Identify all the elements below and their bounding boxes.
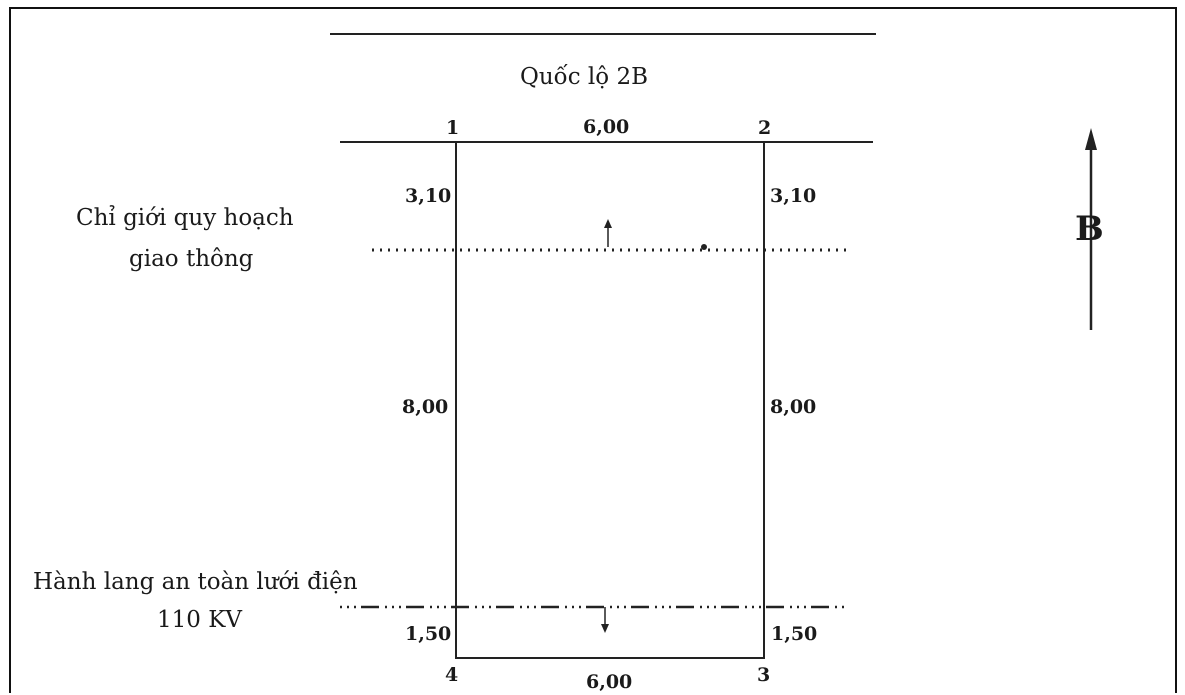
- boundary-marker-dot: [701, 244, 707, 250]
- power-corridor-label-line1: Hành lang an toàn lưới điện: [33, 569, 358, 595]
- bottom-width-dimension: 6,00: [586, 671, 632, 693]
- diagram-frame: [9, 7, 1177, 693]
- left-upper-dimension: 3,10: [405, 185, 451, 207]
- traffic-boundary-label-line2: giao thông: [129, 246, 254, 272]
- north-label: B: [1075, 209, 1104, 249]
- point-1-label: 1: [446, 117, 459, 139]
- left-middle-dimension: 8,00: [402, 396, 448, 418]
- right-middle-dimension: 8,00: [770, 396, 816, 418]
- left-lower-dimension: 1,50: [405, 623, 451, 645]
- parcel-boundary: [455, 141, 765, 659]
- north-arrow-head: [1085, 128, 1097, 150]
- power-corridor-label-line2: 110 KV: [157, 607, 242, 633]
- point-2-label: 2: [758, 117, 771, 139]
- power-corridor-arrow-head: [601, 624, 609, 633]
- traffic-boundary-label-line1: Chỉ giới quy hoạch: [76, 205, 294, 231]
- top-width-dimension: 6,00: [583, 116, 629, 138]
- point-4-label: 4: [445, 664, 458, 686]
- point-3-label: 3: [757, 664, 770, 686]
- traffic-boundary-arrow-head: [604, 219, 612, 228]
- road-label: Quốc lộ 2B: [520, 64, 648, 90]
- right-upper-dimension: 3,10: [770, 185, 816, 207]
- right-lower-dimension: 1,50: [771, 623, 817, 645]
